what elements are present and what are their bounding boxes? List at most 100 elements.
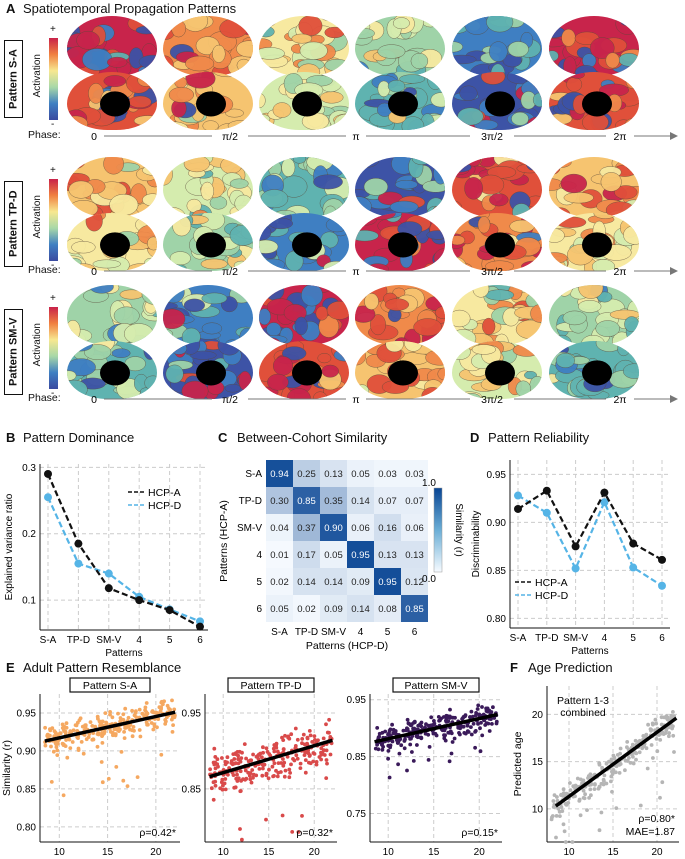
- scatter-point: [380, 747, 385, 752]
- brain-parcel: [219, 18, 249, 39]
- scatter-point: [264, 773, 269, 778]
- subplot-title-box: [69, 677, 151, 693]
- x-tick-label: 10: [54, 847, 66, 858]
- brain-parcel: [201, 292, 228, 305]
- scatter-point: [602, 773, 607, 778]
- heatmap-cell: [266, 568, 293, 595]
- scatter-point: [250, 768, 255, 772]
- annotation-line: combined: [560, 707, 606, 719]
- scatter-point: [99, 760, 104, 764]
- scatter-point: [655, 749, 660, 754]
- brain-parcel: [107, 56, 128, 68]
- brain-parcel: [315, 306, 329, 321]
- brain-parcel: [625, 72, 639, 89]
- scatter-point: [405, 768, 409, 773]
- scatter-point: [261, 766, 265, 771]
- brain-parcel: [319, 91, 344, 104]
- heatmap-cell: [266, 514, 293, 541]
- data-point: [135, 596, 144, 605]
- scatter-point: [218, 786, 223, 791]
- scatter-point: [427, 745, 432, 749]
- scatter-point: [664, 727, 669, 732]
- scatter-point: [290, 830, 295, 834]
- scatter-point: [162, 699, 167, 704]
- y-axis-label: Discriminability: [471, 511, 482, 578]
- brain-medial-view: [259, 341, 349, 399]
- scatter-point: [387, 775, 392, 780]
- y-axis-label: Patterns (HCP-A): [218, 500, 230, 582]
- brain-medial-view: [67, 72, 157, 130]
- scatter-point: [110, 715, 115, 720]
- scatter-point: [393, 729, 398, 733]
- scatter-point: [447, 730, 452, 735]
- heatmap-cell-value: 0.02: [297, 604, 316, 615]
- scatter-point: [238, 827, 242, 831]
- scatter-point: [96, 716, 100, 721]
- brain-parcel: [393, 17, 410, 30]
- scatter-point: [568, 788, 573, 793]
- heatmap-cell-value: 0.07: [405, 496, 424, 507]
- brain-parcel: [625, 161, 639, 171]
- scatter-point: [432, 719, 436, 723]
- scatter-point: [261, 745, 265, 750]
- heatmap-cell: [293, 460, 320, 487]
- scatter-point: [58, 731, 63, 736]
- scatter-point: [637, 750, 642, 755]
- data-point: [104, 584, 113, 593]
- scatter-point: [411, 759, 416, 763]
- scatter-point: [436, 715, 441, 719]
- scatter-point: [80, 724, 85, 729]
- heatmap-cell: [266, 487, 293, 514]
- brain-parcel: [137, 285, 157, 291]
- series-line: [517, 489, 663, 561]
- row-label: 6: [256, 604, 262, 615]
- scatter-point: [457, 731, 461, 735]
- brain-parcel: [202, 120, 219, 130]
- scatter-point: [581, 788, 586, 793]
- scatter-point: [149, 721, 154, 725]
- brain-parcel: [430, 92, 445, 108]
- scatter-point: [592, 787, 597, 791]
- scatter-point: [135, 775, 140, 779]
- y-tick-label: 0.90: [487, 518, 507, 529]
- x-tick-label: S-A: [510, 633, 527, 644]
- brain-parcel: [266, 322, 282, 337]
- scatter-point: [434, 733, 439, 738]
- scatter-point: [561, 791, 566, 795]
- scatter-point: [612, 755, 617, 760]
- heatmap-cell-value: 0.03: [405, 469, 424, 480]
- rho-annotation: ρ=0.42*: [139, 827, 176, 839]
- heatmap-cell: [347, 460, 374, 487]
- brain-parcel: [563, 56, 577, 76]
- heatmap-cell: [320, 541, 347, 568]
- scatter-point: [233, 785, 238, 790]
- scatter-point: [55, 748, 60, 753]
- brain-parcel: [136, 203, 156, 215]
- scatter-point: [583, 792, 587, 797]
- heatmap-cell-value: 0.08: [378, 604, 397, 615]
- phase-tick-label: 2π: [613, 131, 626, 143]
- scatter-point: [568, 781, 572, 785]
- brain-parcel: [209, 196, 228, 210]
- heatmap-cell-value: 0.35: [324, 496, 343, 507]
- scatter-point: [111, 733, 115, 738]
- brain-medial-view: [67, 213, 157, 271]
- scatter-point: [307, 754, 312, 758]
- scatter-point: [246, 759, 251, 764]
- brain-parcel: [181, 380, 209, 399]
- scatter-point: [649, 727, 654, 732]
- brain-parcel: [174, 76, 188, 89]
- scatter-point: [281, 757, 285, 761]
- scatter-point: [577, 797, 582, 802]
- scatter-point: [262, 762, 267, 767]
- scatter-point: [222, 781, 227, 786]
- scatter-point: [108, 710, 112, 714]
- brain-parcel: [128, 95, 152, 108]
- scatter-point: [282, 760, 287, 765]
- phase-tick-label: 3π/2: [481, 266, 503, 278]
- mae-annotation: MAE=1.87: [626, 826, 675, 838]
- scatter-point: [282, 774, 287, 779]
- scatter-point: [271, 774, 275, 779]
- heatmap-cell-value: 0.14: [351, 604, 370, 615]
- scatter-point: [305, 736, 310, 741]
